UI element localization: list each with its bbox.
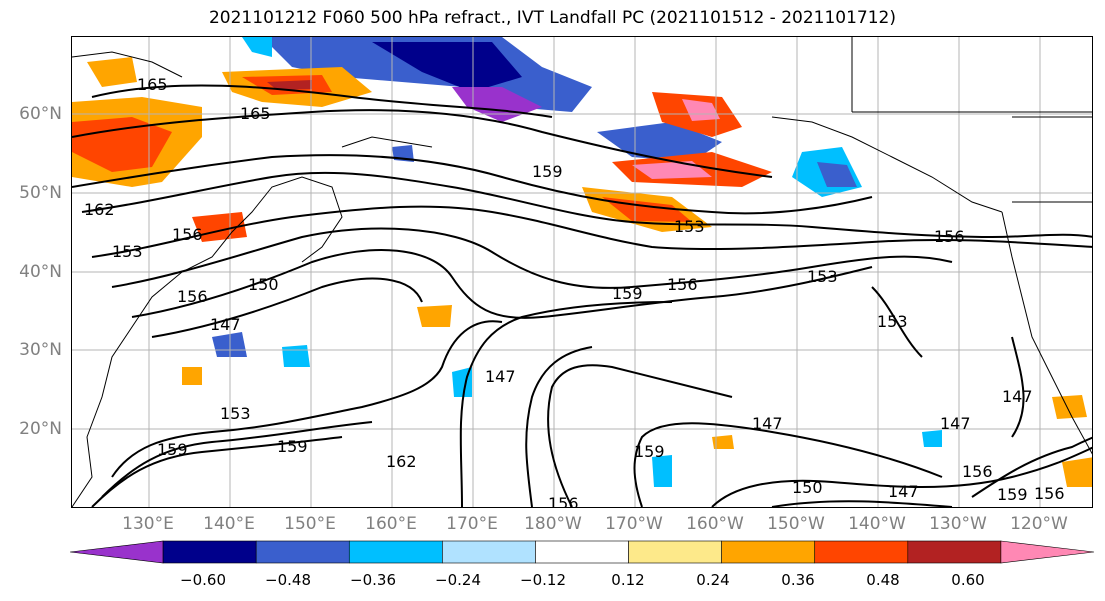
lon-label: 160°E (365, 514, 417, 534)
contour-label: 156 (172, 225, 203, 244)
contour-label: 156 (962, 462, 993, 481)
colorbar (70, 540, 1095, 564)
colorbar-segment (442, 540, 536, 564)
lat-label: 50°N (19, 183, 62, 203)
colorbar-segment (535, 540, 629, 564)
colorbar-tick-label: −0.60 (180, 571, 226, 589)
contour-label: 159 (532, 162, 563, 181)
contour-label: 156 (1034, 484, 1065, 503)
lat-label: 20°N (19, 419, 62, 439)
contour-label: 156 (934, 227, 965, 246)
contour-label: 162 (84, 200, 115, 219)
lon-label: 130°E (122, 514, 174, 534)
lon-label: 170°E (446, 514, 498, 534)
contour-label: 159 (612, 284, 643, 303)
contour-label: 147 (1002, 387, 1033, 406)
contour-label: 147 (485, 367, 516, 386)
colorbar-tick-label: 0.36 (781, 571, 815, 589)
colorbar-tick-label: 0.60 (951, 571, 985, 589)
contour-label: 165 (137, 75, 168, 94)
colorbar-tick-label: −0.48 (265, 571, 311, 589)
colorbar-tick-label: 0.48 (866, 571, 900, 589)
contour-label: 147 (888, 482, 919, 501)
lon-label: 150°E (284, 514, 336, 534)
colorbar-segment (721, 540, 816, 564)
coastlines (72, 37, 1092, 507)
lon-label: 140°E (203, 514, 255, 534)
contour-label: 159 (634, 442, 665, 461)
colorbar-tick-label: −0.12 (520, 571, 566, 589)
lat-label: 40°N (19, 262, 62, 282)
lon-label: 160°W (686, 514, 744, 534)
lon-label: 170°W (605, 514, 663, 534)
contour-label: 156 (177, 287, 208, 306)
colorbar-segment (814, 540, 909, 564)
colorbar-tick-label: −0.36 (350, 571, 396, 589)
contour-label: 153 (220, 404, 251, 423)
contour-label: 159 (997, 485, 1028, 504)
contour-label: 150 (248, 275, 279, 294)
colorbar-tick-label: 0.12 (611, 571, 645, 589)
lat-label: 30°N (19, 340, 62, 360)
lat-label: 60°N (19, 104, 62, 124)
colorbar-segment (70, 540, 164, 564)
height-contours (72, 84, 1092, 507)
colorbar-segment (162, 540, 257, 564)
contour-label-layer: 165 165 159 162 156 153 156 153 159 156 … (84, 75, 1065, 508)
contour-label: 147 (752, 414, 783, 433)
contour-label: 156 (548, 494, 579, 508)
contour-label: 147 (940, 414, 971, 433)
contour-label: 150 (792, 478, 823, 497)
lon-label: 120°W (1010, 514, 1068, 534)
contour-label: 153 (674, 217, 705, 236)
colorbar-tick-label: 0.24 (696, 571, 730, 589)
colorbar-segment (628, 540, 722, 564)
colorbar-segment (907, 540, 1002, 564)
colorbar-segment (255, 540, 350, 564)
map-panel: 165 165 159 162 156 153 156 153 159 156 … (71, 36, 1093, 508)
contour-label: 159 (277, 437, 308, 456)
colorbar-segments (70, 540, 1095, 564)
contour-label: 147 (210, 315, 241, 334)
lon-label: 150°W (767, 514, 825, 534)
lon-label: 140°W (848, 514, 906, 534)
contour-label: 165 (240, 104, 271, 123)
colorbar-segment (348, 540, 443, 564)
colorbar-segment (1000, 540, 1095, 564)
contour-label: 162 (386, 452, 417, 471)
contour-label: 153 (807, 267, 838, 286)
colorbar-tick-label: −0.24 (435, 571, 481, 589)
contour-label: 153 (112, 242, 143, 261)
plot-title: 2021101212 F060 500 hPa refract., IVT La… (208, 8, 896, 28)
map-canvas: 165 165 159 162 156 153 156 153 159 156 … (72, 37, 1092, 508)
graticule (72, 37, 1092, 507)
contour-label: 156 (667, 275, 698, 294)
contour-label: 153 (877, 312, 908, 331)
contour-label: 159 (157, 440, 188, 459)
lon-label: 130°W (929, 514, 987, 534)
lon-label: 180°W (524, 514, 582, 534)
